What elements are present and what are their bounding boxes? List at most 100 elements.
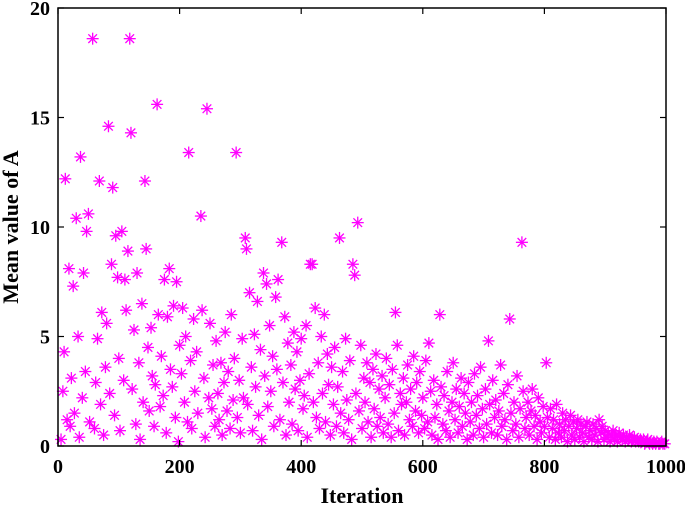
data-point bbox=[241, 398, 254, 411]
data-point bbox=[340, 394, 353, 407]
data-point bbox=[62, 262, 75, 275]
x-tick-label: 0 bbox=[53, 456, 63, 478]
data-point bbox=[149, 378, 162, 391]
data-point bbox=[169, 411, 182, 424]
data-point bbox=[252, 409, 265, 422]
data-point bbox=[297, 402, 310, 415]
data-point bbox=[312, 356, 325, 369]
data-point bbox=[374, 411, 387, 424]
data-point bbox=[59, 172, 72, 185]
data-point bbox=[346, 258, 359, 271]
data-point bbox=[68, 407, 81, 420]
data-point bbox=[219, 326, 232, 339]
data-point bbox=[205, 402, 218, 415]
data-point bbox=[482, 334, 495, 347]
data-point bbox=[225, 308, 238, 321]
data-point bbox=[128, 323, 140, 336]
data-point bbox=[217, 376, 230, 389]
data-point bbox=[118, 273, 131, 286]
data-point bbox=[138, 175, 151, 188]
data-point bbox=[310, 411, 323, 424]
data-point bbox=[363, 376, 376, 389]
data-point bbox=[531, 433, 544, 446]
data-point bbox=[154, 400, 167, 413]
data-point bbox=[197, 372, 210, 385]
data-point bbox=[224, 422, 237, 435]
data-point bbox=[357, 372, 370, 385]
data-point bbox=[158, 273, 171, 286]
data-point bbox=[503, 312, 516, 325]
data-point bbox=[77, 266, 90, 279]
x-tick-label: 800 bbox=[529, 456, 559, 478]
data-point bbox=[511, 369, 524, 382]
data-point bbox=[187, 312, 200, 325]
data-point bbox=[257, 266, 270, 279]
data-point bbox=[547, 413, 560, 426]
data-point bbox=[497, 387, 510, 400]
data-point bbox=[397, 372, 410, 385]
data-point bbox=[233, 374, 246, 387]
data-point bbox=[441, 365, 454, 378]
data-point bbox=[108, 409, 121, 422]
data-point bbox=[345, 433, 358, 446]
data-point bbox=[303, 367, 316, 380]
data-point bbox=[500, 433, 513, 446]
data-point bbox=[70, 212, 83, 225]
data-point bbox=[422, 337, 435, 350]
data-point bbox=[517, 385, 530, 398]
data-point bbox=[178, 396, 191, 409]
data-point bbox=[430, 398, 443, 411]
data-point bbox=[479, 383, 492, 396]
data-point bbox=[231, 411, 244, 424]
data-point bbox=[86, 32, 99, 45]
data-point bbox=[272, 273, 285, 286]
data-point bbox=[318, 308, 331, 321]
data-point bbox=[492, 404, 505, 417]
data-point bbox=[191, 407, 204, 420]
data-point bbox=[76, 391, 89, 404]
data-point bbox=[298, 389, 311, 402]
data-point bbox=[400, 396, 413, 409]
data-point bbox=[164, 363, 177, 376]
data-point bbox=[89, 376, 102, 389]
data-point bbox=[362, 415, 375, 428]
data-point bbox=[64, 420, 77, 433]
data-point bbox=[131, 266, 144, 279]
data-point bbox=[425, 429, 438, 442]
data-point bbox=[284, 358, 297, 371]
data-point bbox=[365, 431, 378, 444]
data-point bbox=[157, 389, 170, 402]
data-point bbox=[103, 387, 116, 400]
data-point bbox=[489, 394, 502, 407]
data-point bbox=[409, 404, 422, 417]
data-point bbox=[546, 422, 559, 435]
data-point bbox=[392, 424, 405, 437]
data-point bbox=[518, 422, 531, 435]
data-point bbox=[73, 431, 86, 444]
data-point bbox=[236, 332, 249, 345]
data-point bbox=[447, 356, 460, 369]
data-point bbox=[523, 429, 536, 442]
data-point bbox=[190, 345, 203, 358]
data-point bbox=[488, 411, 501, 424]
points-layer bbox=[55, 32, 671, 450]
data-point bbox=[65, 372, 78, 385]
data-point bbox=[421, 415, 434, 428]
data-point bbox=[240, 242, 253, 255]
data-point bbox=[249, 380, 262, 393]
data-point bbox=[407, 350, 420, 363]
data-point bbox=[321, 348, 334, 361]
data-point bbox=[124, 126, 137, 139]
data-point bbox=[432, 433, 444, 446]
data-point bbox=[243, 286, 256, 299]
x-tick-label: 400 bbox=[286, 456, 316, 478]
data-point bbox=[538, 420, 551, 433]
data-point bbox=[123, 32, 136, 45]
data-point bbox=[129, 418, 142, 431]
data-point bbox=[275, 236, 288, 249]
data-point bbox=[401, 358, 414, 371]
data-point bbox=[199, 431, 212, 444]
data-point bbox=[292, 424, 305, 437]
data-point bbox=[388, 407, 401, 420]
data-point bbox=[160, 426, 173, 439]
